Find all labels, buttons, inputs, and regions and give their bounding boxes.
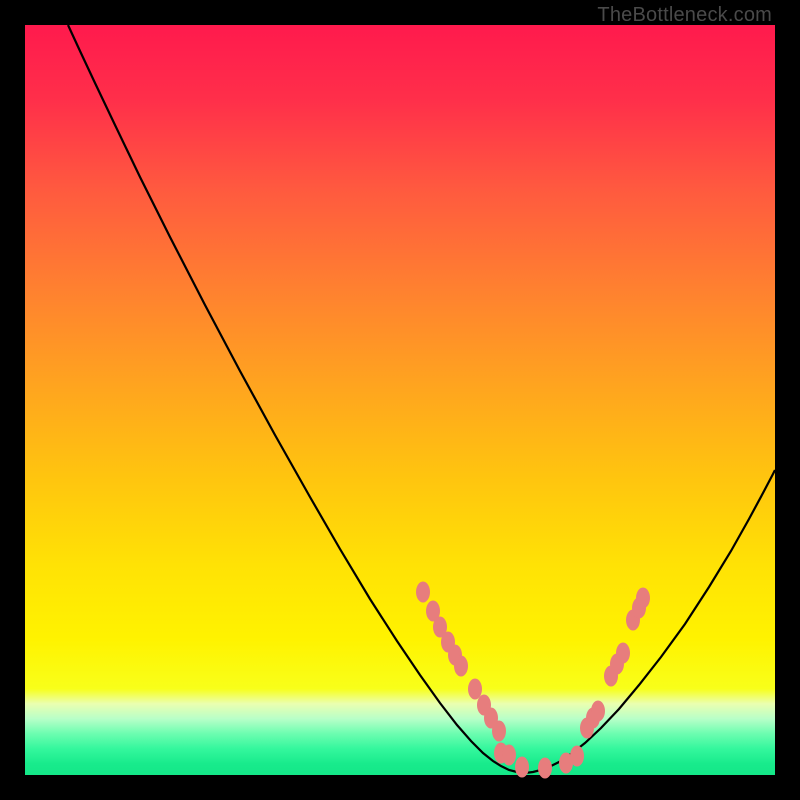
curve-marker	[538, 758, 552, 779]
curve-marker	[492, 721, 506, 742]
chart-frame: TheBottleneck.com	[0, 0, 800, 800]
curve-marker	[502, 745, 516, 766]
curve-marker	[468, 679, 482, 700]
curve-marker	[515, 757, 529, 778]
curve-marker	[416, 582, 430, 603]
curve-marker	[591, 701, 605, 722]
plot-area	[25, 25, 775, 775]
chart-svg	[25, 25, 775, 775]
curve-marker	[616, 643, 630, 664]
curve-marker	[570, 746, 584, 767]
curve-marker	[454, 656, 468, 677]
background-gradient	[25, 25, 775, 775]
watermark-text: TheBottleneck.com	[597, 4, 772, 27]
curve-marker	[636, 588, 650, 609]
